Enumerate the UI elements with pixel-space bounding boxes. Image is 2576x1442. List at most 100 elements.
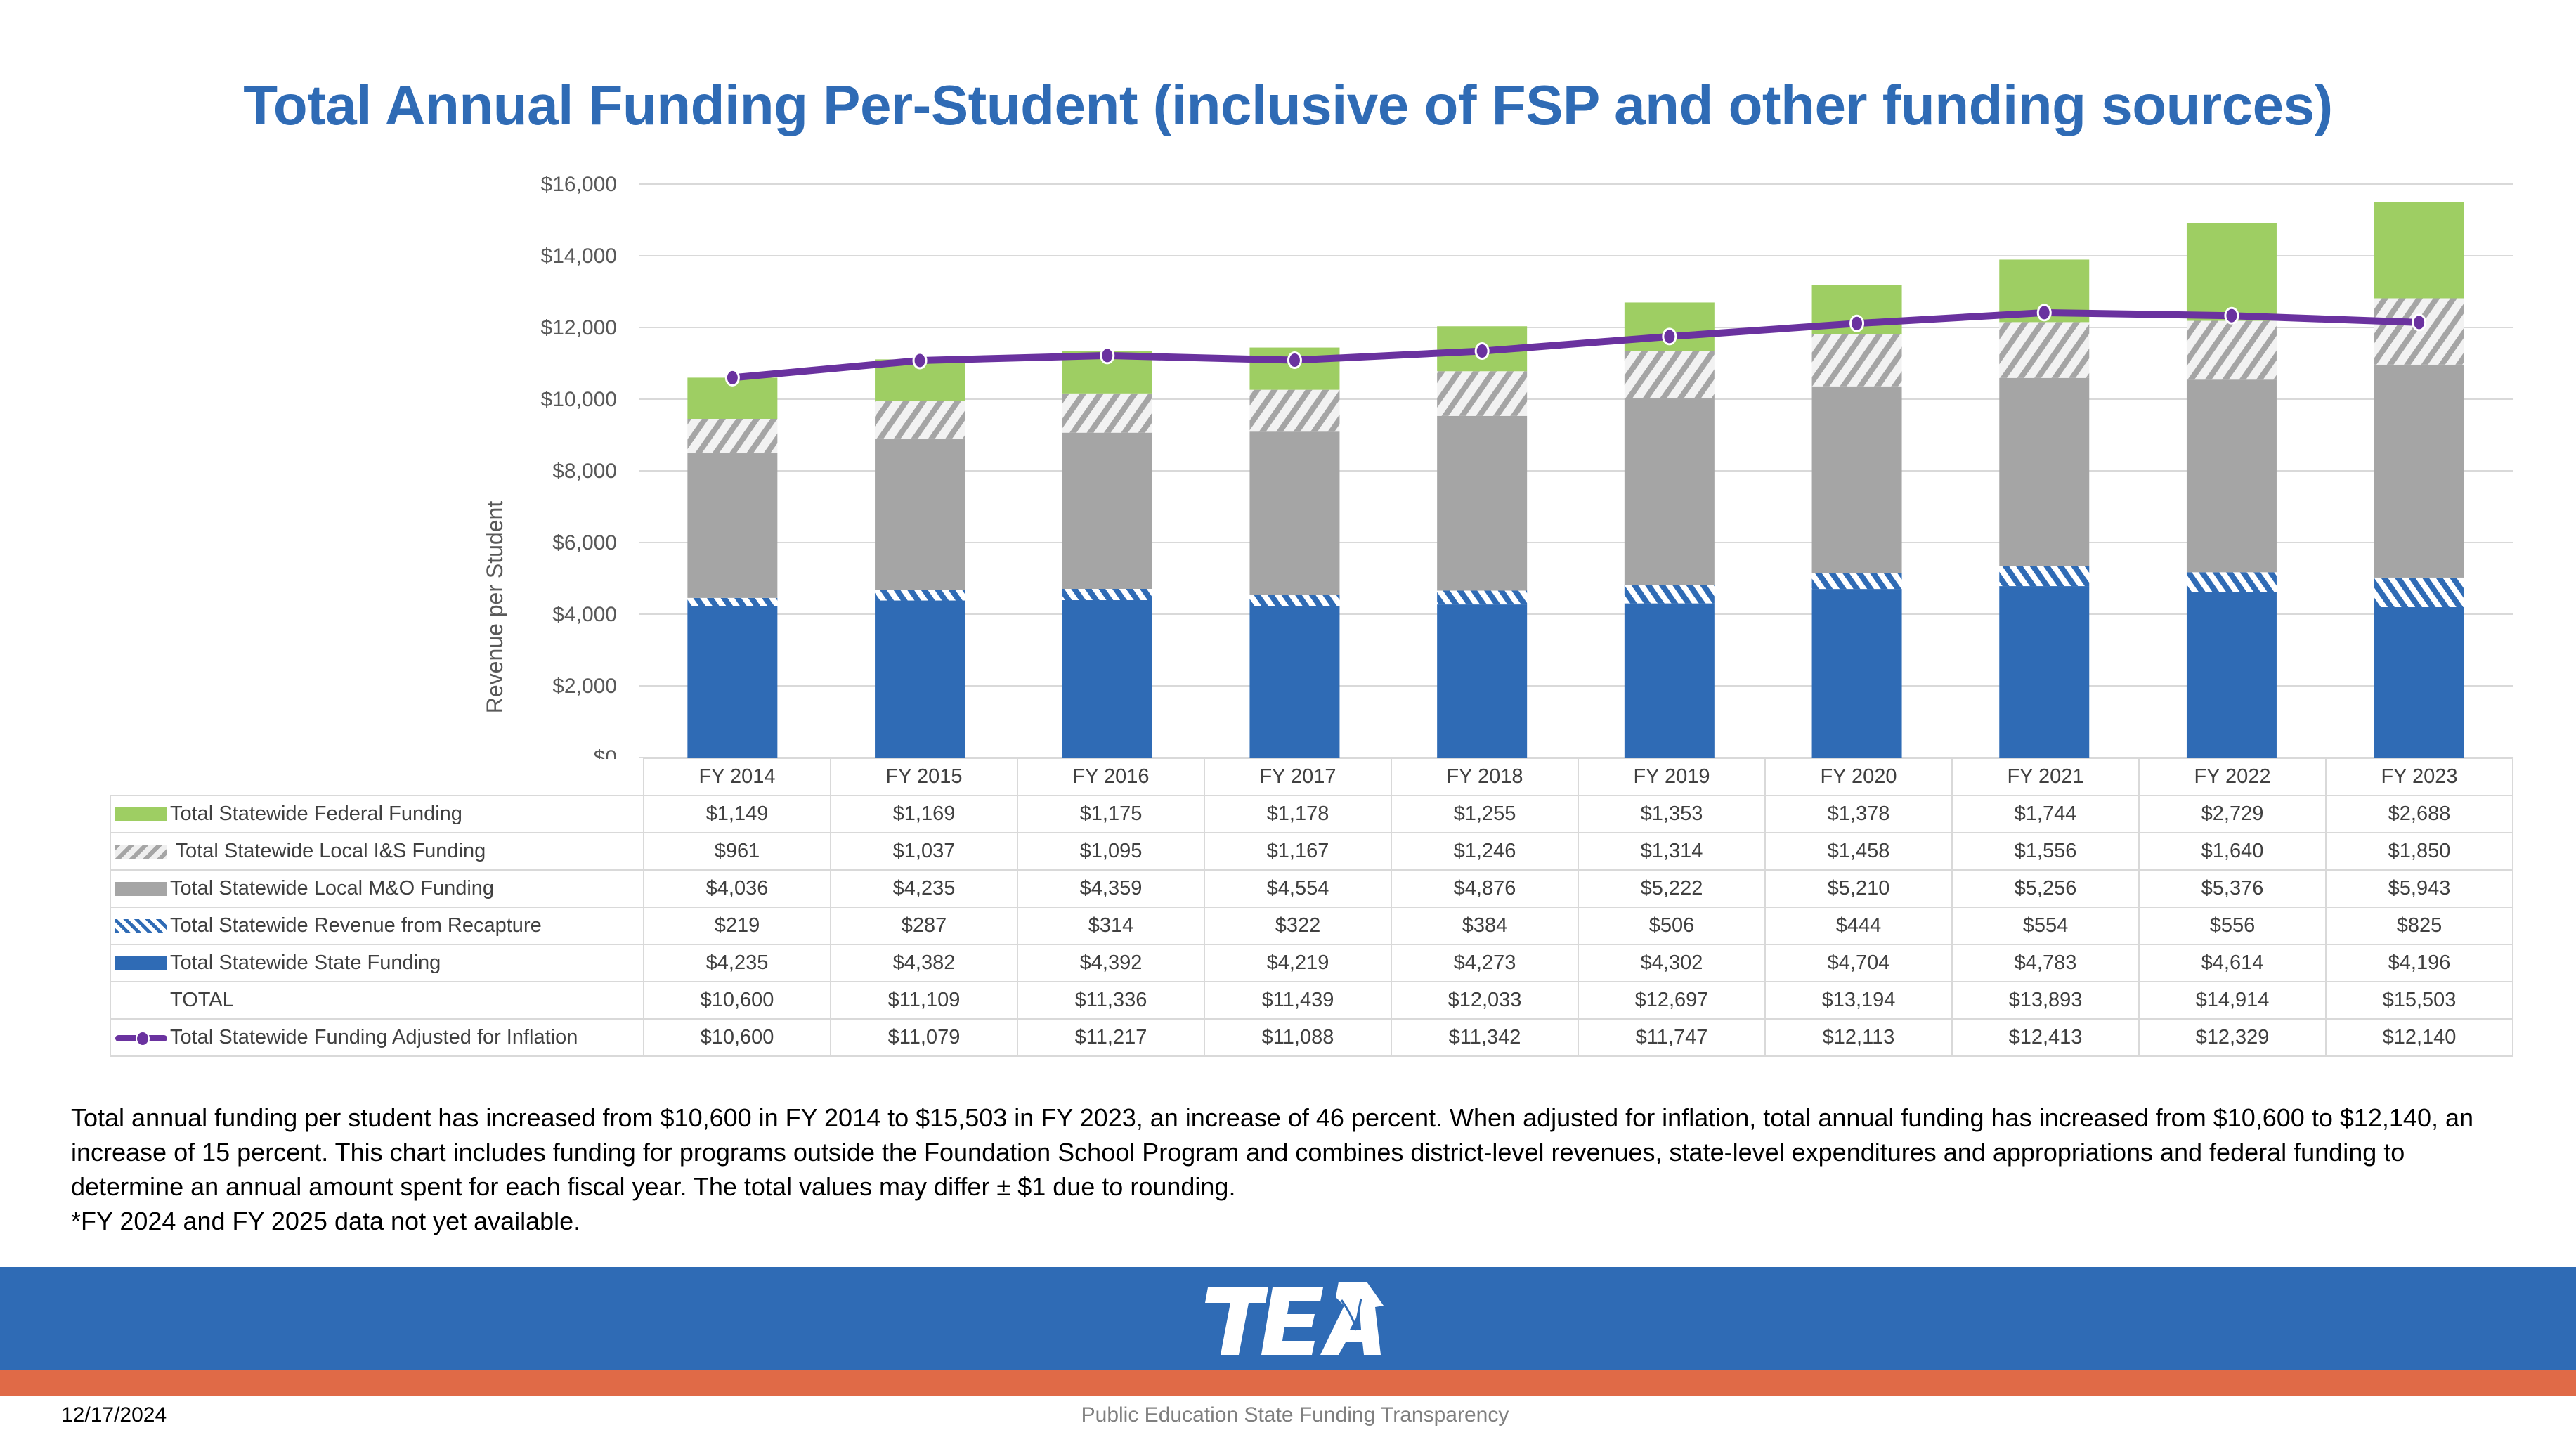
table-column-header: FY 2014 [643, 758, 831, 796]
table-column-header: FY 2019 [1578, 758, 1766, 796]
bar-segment-mo [1062, 432, 1152, 589]
bar-segment-recap [687, 597, 778, 606]
footer-date: 12/17/2024 [61, 1403, 167, 1427]
table-cell: $4,196 [2325, 944, 2513, 982]
table-cell: $1,314 [1578, 832, 1766, 871]
table-column-header: FY 2023 [2325, 758, 2513, 796]
line-marker [1849, 314, 1865, 332]
y-tick-label: $8,000 [552, 460, 617, 483]
table-cell: $4,783 [1951, 944, 2140, 982]
bar-segment-state [687, 606, 778, 758]
table-cell: $4,036 [643, 869, 831, 908]
table-cell: $1,175 [1017, 795, 1205, 833]
table-column-header: FY 2022 [2138, 758, 2327, 796]
bar-segment-recap [1624, 585, 1715, 604]
table-column-header: FY 2017 [1204, 758, 1392, 796]
table-cell: $4,219 [1204, 944, 1392, 982]
table-cell: $12,413 [1951, 1018, 2140, 1057]
legend-key-icon [115, 1031, 167, 1047]
bar-segment-recap [1999, 566, 2090, 587]
bar-segment-ins [2186, 320, 2277, 380]
table-cell: $1,378 [1764, 795, 1953, 833]
bar-segment-state [875, 600, 965, 758]
table-cell: $10,600 [643, 981, 831, 1020]
table-cell: $1,255 [1391, 795, 1579, 833]
table-cell: $1,167 [1204, 832, 1392, 871]
footnote: Total annual funding per student has inc… [71, 1100, 2516, 1238]
line-marker [2412, 313, 2427, 332]
line-marker [724, 368, 740, 387]
legend-key-icon [115, 994, 167, 1008]
table-cell: $1,556 [1951, 832, 2140, 871]
table-cell: $13,194 [1764, 981, 1953, 1020]
table-cell: $444 [1764, 907, 1953, 945]
table-column-header: FY 2016 [1017, 758, 1205, 796]
bar-segment-ins [2374, 298, 2464, 365]
table-cell: $219 [643, 907, 831, 945]
table-cell: $4,704 [1764, 944, 1953, 982]
line-marker [1474, 342, 1490, 360]
bar-segment-federal [2186, 223, 2277, 321]
table-cell: $4,302 [1578, 944, 1766, 982]
data-table: FY 2014 FY 2015 FY 2016 FY 2017 FY 2018 FY 20… [110, 758, 2513, 1057]
table-cell: $4,235 [830, 869, 1018, 908]
table-cell: $5,256 [1951, 869, 2140, 908]
table-cell: $11,109 [830, 981, 1018, 1020]
inflation-line-series [724, 304, 2427, 387]
footnote-note: *FY 2024 and FY 2025 data not yet availa… [71, 1207, 581, 1235]
bar-segment-recap [1249, 595, 1340, 606]
table-cell: $506 [1578, 907, 1766, 945]
table-row: Total Statewide Federal Funding $1,149 $1,… [110, 795, 2513, 833]
table-cell: $1,850 [2325, 832, 2513, 871]
table-cell: $11,079 [830, 1018, 1018, 1057]
table-cell: $12,113 [1764, 1018, 1953, 1057]
table-column-header: FY 2020 [1764, 758, 1953, 796]
table-cell: $1,353 [1578, 795, 1766, 833]
bar-stack [2186, 223, 2277, 758]
legend-key-icon [115, 919, 167, 934]
bar-segment-ins [1624, 351, 1715, 398]
y-tick-label: $2,000 [552, 675, 617, 698]
table-cell: $12,329 [2138, 1018, 2327, 1057]
table-cell: $2,729 [2138, 795, 2327, 833]
line-marker [1662, 327, 1677, 346]
table-cell: $1,095 [1017, 832, 1205, 871]
bar-stack [1437, 326, 1528, 758]
table-column-header: FY 2021 [1951, 758, 2140, 796]
table-cell: $2,688 [2325, 795, 2513, 833]
bar-stack [1811, 285, 1902, 758]
y-tick-label: $10,000 [541, 388, 617, 411]
legend-entry: Total Statewide Federal Funding [110, 795, 644, 833]
y-tick-label: $4,000 [552, 603, 617, 626]
line-marker [2036, 304, 2052, 322]
bar-segment-recap [2186, 572, 2277, 592]
bar-segment-ins [1999, 322, 2090, 378]
table-cell: $314 [1017, 907, 1205, 945]
table-cell: $12,033 [1391, 981, 1579, 1020]
table-cell: $4,876 [1391, 869, 1579, 908]
bar-segment-mo [1999, 377, 2090, 566]
legend-label: Total Statewide Local M&O Funding [170, 877, 495, 899]
y-axis-title: Revenue per Student [482, 501, 507, 714]
bar-stack [2374, 202, 2464, 758]
bar-segment-recap [1062, 588, 1152, 601]
bar-stack [1999, 259, 2090, 758]
legend-entry: Total Statewide Revenue from Recapture [110, 907, 644, 945]
table-corner [110, 758, 644, 796]
table-cell: $1,149 [643, 795, 831, 833]
bar-segment-mo [1249, 431, 1340, 595]
table-row: Total Statewide Funding Adjusted for Inf… [110, 1018, 2513, 1057]
table-cell: $1,178 [1204, 795, 1392, 833]
page-title: Total Annual Funding Per-Student (inclus… [243, 74, 2333, 136]
legend-entry: Total Statewide Local I&S Funding [110, 832, 644, 871]
table-cell: $11,088 [1204, 1018, 1392, 1057]
table-cell: $15,503 [2325, 981, 2513, 1020]
bar-stack [1249, 347, 1340, 758]
table-cell: $825 [2325, 907, 2513, 945]
bar-stack [687, 377, 778, 758]
bar-segment-recap [2374, 577, 2464, 608]
table-cell: $11,342 [1391, 1018, 1579, 1057]
table-cell: $4,614 [2138, 944, 2327, 982]
bar-segment-ins [1811, 334, 1902, 387]
legend-label: Total Statewide Revenue from Recapture [170, 914, 542, 937]
